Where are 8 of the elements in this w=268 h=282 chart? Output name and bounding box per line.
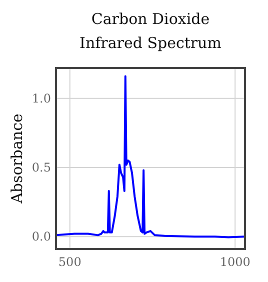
y-tick-label: 0.0	[32, 230, 51, 244]
y-tick-label: 0.5	[32, 160, 51, 174]
y-axis-title: Absorbance	[8, 113, 26, 204]
y-tick-label: 1.0	[32, 91, 51, 106]
line-series	[56, 75, 245, 238]
x-tick-label: 500	[58, 255, 82, 269]
x-tick-label: 1000	[220, 255, 250, 269]
chart-title: Carbon Dioxide Infrared Spectrum	[80, 10, 222, 52]
